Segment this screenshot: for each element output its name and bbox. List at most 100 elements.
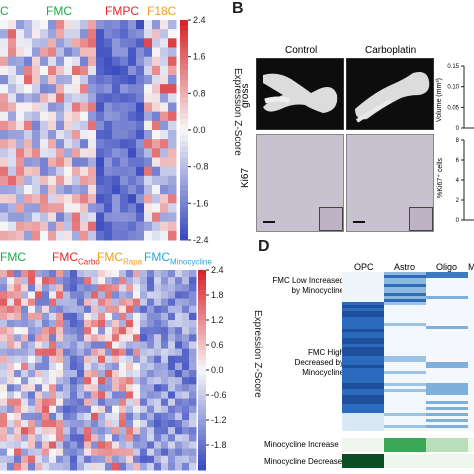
heatmap-c-cell	[154, 327, 162, 335]
heatmap-a-cell	[24, 38, 33, 48]
heatmap-a-cell	[0, 175, 9, 186]
heatmap-c-cell	[133, 370, 141, 378]
heatmap-a-cell	[32, 194, 41, 204]
heatmap-c-cell	[21, 334, 29, 342]
heatmap-d-cell	[342, 386, 384, 389]
heatmap-a-cell	[0, 56, 9, 67]
heatmap-c-cell	[154, 405, 162, 414]
heatmap-c-cell	[140, 320, 148, 328]
heatmap-a-cell	[112, 38, 121, 48]
heatmap-a-cell	[64, 203, 73, 213]
heatmap-c-cell	[175, 427, 183, 435]
heatmap-c-cell	[21, 291, 29, 300]
heatmap-a-cell	[0, 102, 9, 113]
heatmap-c-cell	[189, 448, 197, 457]
heatmap-c-cell	[161, 327, 169, 335]
heatmap-c-cell	[112, 420, 120, 428]
heatmap-c-cell	[35, 284, 43, 292]
colorbar-segment	[198, 425, 206, 431]
heatmap-a-cell	[160, 29, 169, 39]
heatmap-c-cell	[28, 284, 36, 292]
heatmap-c-cell	[49, 298, 57, 307]
heatmap-d-cell	[426, 362, 468, 365]
heatmap-a-cell	[16, 175, 25, 186]
heatmap-a-cell	[48, 47, 57, 58]
heatmap-c-cell	[147, 291, 155, 300]
heatmap-a-cell	[104, 38, 113, 48]
heatmap-d-cell	[426, 314, 468, 317]
heatmap-d-cell	[384, 404, 426, 407]
heatmap-c-cell	[63, 412, 71, 421]
colorbar-segment	[180, 75, 188, 81]
volume-tick-label: 0.15	[447, 64, 459, 70]
heatmap-d-cell	[426, 428, 468, 431]
colorbar-segment	[198, 435, 206, 441]
heatmap-c-cell	[126, 441, 134, 450]
heatmap-c-cell	[91, 377, 99, 385]
heatmap-c-cell	[21, 312, 29, 321]
heatmap-a-cell	[144, 166, 153, 177]
colorbar-segment	[180, 20, 188, 26]
colorbar-tick-label: 1.6	[193, 52, 206, 62]
heatmap-c-cell	[77, 284, 85, 292]
heatmap-d-cell	[468, 332, 474, 335]
ki67-tick-label: 6	[456, 158, 460, 164]
heatmap-c-cell	[168, 291, 176, 300]
colorbar-segment	[180, 119, 188, 125]
colorbar-segment	[198, 430, 206, 436]
heatmap-c-cell	[7, 320, 15, 328]
panel-b-letter: B	[232, 0, 244, 17]
heatmap-c-cell	[77, 355, 85, 364]
heatmap-a-cell	[32, 120, 41, 131]
heatmap-c-cell	[70, 391, 78, 400]
colorbar-tick-label: 0.6	[211, 340, 224, 350]
heatmap-c-cell	[42, 434, 50, 442]
heatmap-c-cell	[182, 277, 190, 285]
heatmap-d-cell	[468, 359, 474, 362]
heatmap-c-cell	[77, 441, 85, 450]
heatmap-a-cell	[160, 212, 169, 223]
colorbar-segment	[180, 146, 188, 153]
heatmap-c-cell	[35, 348, 43, 357]
heatmap-c-cell	[161, 284, 169, 292]
heatmap-c-cell	[56, 370, 64, 378]
heatmap-a-cell	[160, 157, 169, 168]
heatmap-c-cell	[119, 441, 127, 450]
heatmap-a-cell	[72, 139, 81, 149]
heatmap-c-cell	[168, 341, 176, 350]
heatmap-c-cell	[56, 405, 64, 414]
heatmap-a-cell	[72, 175, 81, 186]
heatmap-c-cell	[70, 384, 78, 392]
heatmap-a-cell	[40, 56, 49, 67]
heatmap-a-cell	[112, 185, 121, 195]
colorbar-segment	[198, 270, 206, 276]
heatmap-a-cell	[144, 29, 153, 39]
heatmap-c-cell	[84, 291, 92, 300]
group-label-c: C	[0, 4, 9, 18]
heatmap-c-cell	[35, 327, 43, 335]
heatmap-d-cell	[342, 287, 384, 290]
heatmap-c-cell	[21, 448, 29, 457]
heatmap-a-cell	[0, 212, 9, 223]
heatmap-a-cell	[8, 130, 17, 140]
heatmap-a-cell	[40, 93, 49, 103]
heatmap-a-cell	[128, 120, 137, 131]
heatmap-a-cell	[24, 20, 33, 30]
heatmap-a-cell	[112, 75, 121, 85]
colorbar-segment	[180, 91, 188, 98]
heatmap-c-cell	[98, 448, 106, 457]
heatmap-d-cell	[384, 320, 426, 323]
heatmap-d-cell	[384, 428, 426, 431]
heatmap-c-cell	[112, 412, 120, 421]
heatmap-a-cell	[96, 29, 105, 39]
heatmap-d-cell	[468, 368, 474, 371]
heatmap-a-cell	[168, 111, 177, 122]
heatmap-a-cell	[24, 65, 33, 76]
heatmap-a-cell	[40, 185, 49, 195]
heatmap-c-cell	[7, 298, 15, 307]
heatmap-c-cell	[182, 462, 190, 471]
heatmap-a-cell	[0, 93, 9, 103]
colorbar-segment	[198, 445, 206, 451]
heatmap-c-cell	[147, 348, 155, 357]
heatmap-a-cell	[48, 130, 57, 140]
